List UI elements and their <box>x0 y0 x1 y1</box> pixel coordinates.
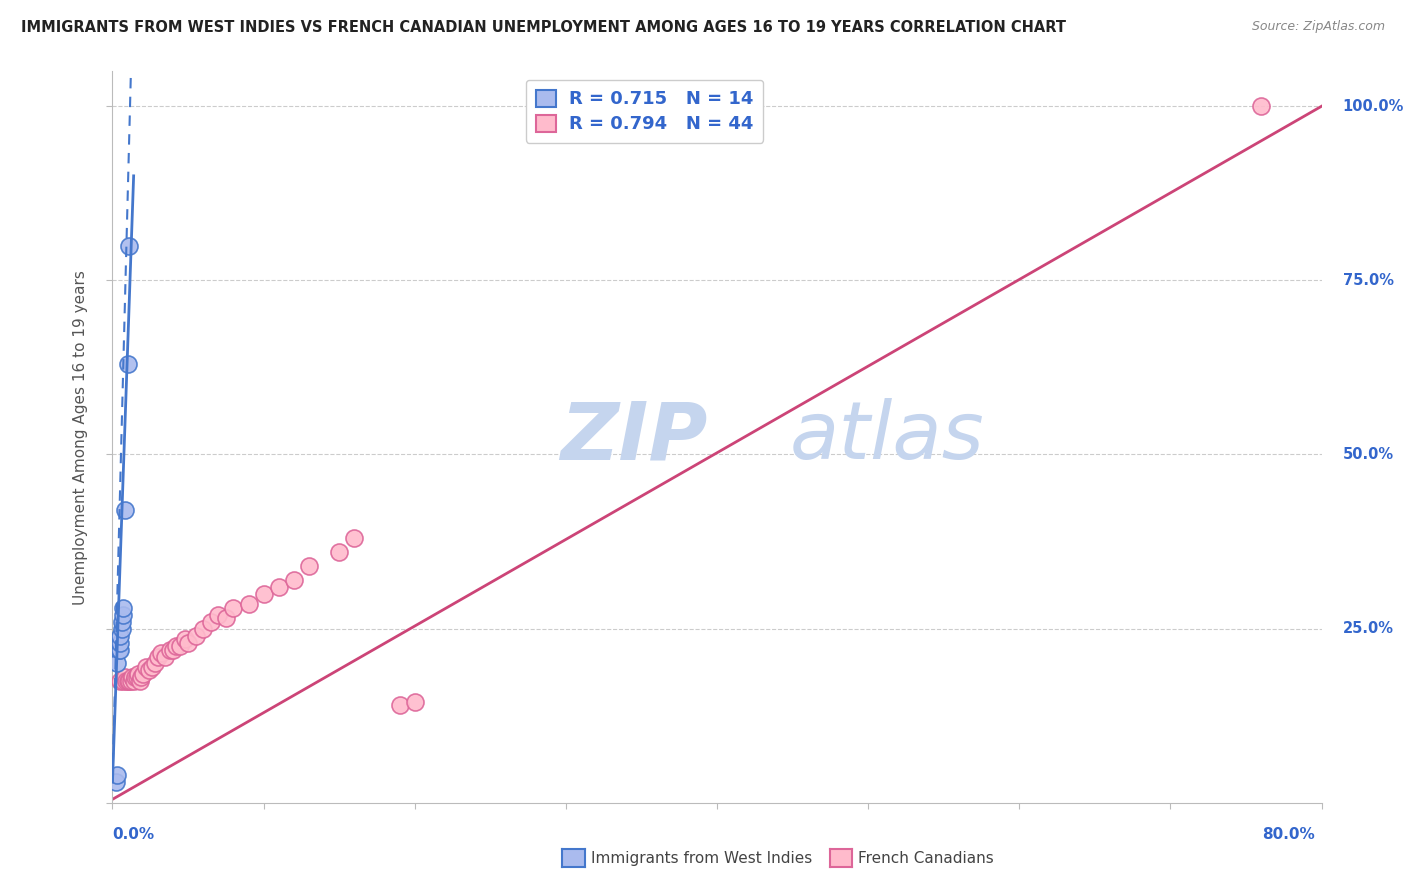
Point <box>128 673 150 688</box>
Text: 50.0%: 50.0% <box>1343 447 1393 462</box>
Point <box>105 657 128 671</box>
Point <box>117 357 139 371</box>
Point <box>121 670 143 684</box>
Point <box>169 639 191 653</box>
Point <box>267 580 290 594</box>
Text: ZIP: ZIP <box>560 398 707 476</box>
Point <box>253 587 276 601</box>
Point <box>174 632 197 646</box>
Text: atlas: atlas <box>790 398 984 476</box>
Point <box>1250 99 1272 113</box>
Point <box>404 695 426 709</box>
Point <box>222 600 245 615</box>
Point <box>104 775 127 789</box>
Point <box>283 573 305 587</box>
Point <box>112 607 135 622</box>
Point <box>146 649 169 664</box>
Text: French Canadians: French Canadians <box>858 851 994 865</box>
Point <box>108 635 131 649</box>
Text: Source: ZipAtlas.com: Source: ZipAtlas.com <box>1251 20 1385 33</box>
Text: 0.0%: 0.0% <box>112 827 155 841</box>
Point <box>143 657 166 671</box>
Point <box>298 558 321 573</box>
Point <box>124 670 146 684</box>
Point <box>328 545 350 559</box>
Text: Immigrants from West Indies: Immigrants from West Indies <box>591 851 811 865</box>
Point <box>108 629 131 643</box>
Point <box>112 600 135 615</box>
Point <box>388 698 411 713</box>
Point <box>117 673 139 688</box>
Text: 75.0%: 75.0% <box>1343 273 1393 288</box>
Point <box>110 622 132 636</box>
Point <box>184 629 207 643</box>
Legend: R = 0.715   N = 14, R = 0.794   N = 44: R = 0.715 N = 14, R = 0.794 N = 44 <box>526 79 763 143</box>
Point <box>125 670 148 684</box>
Point <box>122 673 145 688</box>
Point <box>118 673 141 688</box>
Text: IMMIGRANTS FROM WEST INDIES VS FRENCH CANADIAN UNEMPLOYMENT AMONG AGES 16 TO 19 : IMMIGRANTS FROM WEST INDIES VS FRENCH CA… <box>21 20 1066 35</box>
Point <box>105 768 128 782</box>
Point <box>238 597 260 611</box>
Point <box>129 670 152 684</box>
Point <box>118 238 141 252</box>
Point <box>114 670 136 684</box>
Point <box>215 611 238 625</box>
Point <box>343 531 366 545</box>
Point <box>112 673 135 688</box>
Point <box>149 646 172 660</box>
Point <box>141 660 163 674</box>
Point <box>155 649 177 664</box>
Point <box>110 615 132 629</box>
Point <box>127 667 149 681</box>
Point <box>162 642 184 657</box>
Point <box>165 639 187 653</box>
Point <box>159 642 181 657</box>
Point <box>114 503 136 517</box>
Point <box>200 615 222 629</box>
Y-axis label: Unemployment Among Ages 16 to 19 years: Unemployment Among Ages 16 to 19 years <box>73 269 89 605</box>
Point <box>135 660 157 674</box>
Point <box>138 664 160 678</box>
Point <box>191 622 214 636</box>
Point <box>177 635 200 649</box>
Text: 80.0%: 80.0% <box>1261 827 1315 841</box>
Point <box>108 642 131 657</box>
Text: 100.0%: 100.0% <box>1343 99 1405 113</box>
Point <box>108 673 131 688</box>
Point <box>115 673 138 688</box>
Point <box>120 673 142 688</box>
Point <box>107 642 129 657</box>
Text: 25.0%: 25.0% <box>1343 621 1393 636</box>
Point <box>132 667 155 681</box>
Point <box>207 607 229 622</box>
